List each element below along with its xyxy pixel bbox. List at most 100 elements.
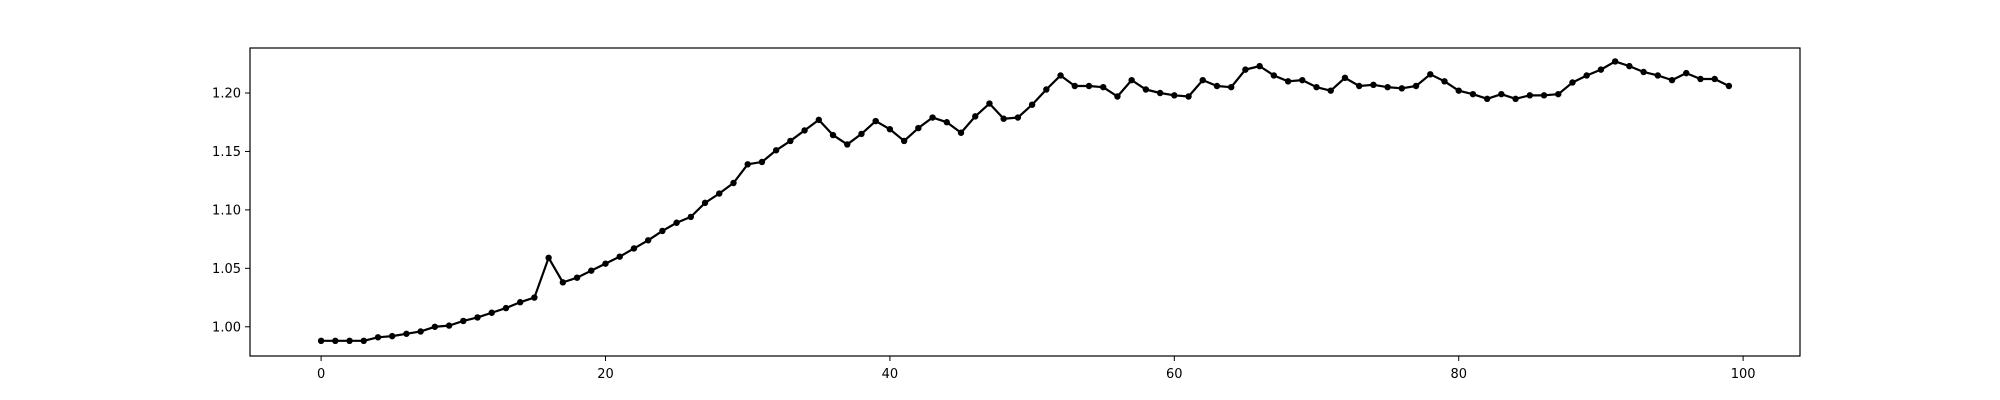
data-point (1640, 68, 1647, 76)
data-point (772, 147, 780, 154)
data-point (559, 279, 567, 286)
data-point (1114, 93, 1121, 100)
data-point (1384, 83, 1391, 91)
data-point (1227, 83, 1235, 91)
data-point (1270, 72, 1278, 79)
data-point (900, 137, 908, 145)
data-point (1427, 71, 1434, 78)
data-point (332, 337, 339, 345)
data-point (431, 323, 439, 330)
data-point (1611, 58, 1619, 65)
data-point (758, 158, 766, 166)
data-point (1725, 82, 1733, 90)
data-point (1697, 75, 1704, 83)
data-point (1057, 72, 1064, 79)
data-point (872, 117, 879, 125)
y-tick-label: 1.00 (212, 320, 241, 335)
data-point (1441, 78, 1448, 85)
data-point (545, 254, 552, 262)
data-point (616, 253, 623, 260)
data-point (1711, 75, 1718, 83)
data-point (687, 213, 695, 221)
data-point (986, 100, 993, 107)
data-point (1171, 92, 1178, 99)
data-point (1455, 87, 1462, 94)
data-point (445, 322, 453, 329)
data-point (1299, 76, 1306, 84)
data-point (1028, 101, 1036, 108)
data-point (531, 294, 538, 301)
data-point (346, 337, 353, 345)
x-tick-label: 20 (597, 367, 614, 382)
data-point (1284, 78, 1292, 85)
data-point (1483, 95, 1491, 103)
data-point (801, 127, 808, 134)
data-point (1213, 82, 1221, 90)
data-point (1142, 86, 1150, 93)
data-point (1014, 114, 1022, 121)
x-tick-label: 40 (882, 367, 899, 382)
data-point (1398, 85, 1406, 92)
y-tick-label: 1.20 (212, 87, 241, 102)
data-point (374, 334, 382, 341)
data-point (787, 137, 794, 145)
data-point (1668, 76, 1676, 84)
data-point (1569, 79, 1576, 86)
data-point (1085, 82, 1093, 90)
data-point (602, 260, 609, 267)
data-point (1156, 89, 1164, 97)
data-point (1626, 62, 1633, 70)
x-axis: 0 20 40 60 80 100 (317, 356, 1756, 382)
data-point (1498, 90, 1505, 98)
data-point (915, 124, 922, 132)
data-point (1071, 82, 1078, 90)
y-tick-label: 1.15 (212, 145, 241, 160)
data-point (1512, 95, 1519, 103)
data-point (1000, 115, 1007, 122)
data-point (744, 161, 751, 168)
data-point (1256, 62, 1263, 70)
data-point (858, 130, 865, 138)
series-line (321, 60, 1730, 342)
data-point (957, 129, 965, 136)
data-point (1185, 93, 1192, 100)
data-point (1526, 92, 1534, 99)
data-point (1327, 87, 1334, 94)
data-point (573, 274, 581, 281)
data-point (730, 179, 737, 187)
y-tick-label: 1.10 (212, 203, 241, 218)
data-point (516, 299, 524, 306)
data-point (1583, 72, 1590, 79)
data-point (1199, 76, 1206, 84)
data-point (701, 199, 709, 207)
data-point (1597, 66, 1605, 73)
x-tick-label: 60 (1166, 367, 1183, 382)
data-point (1469, 90, 1477, 98)
data-point (716, 190, 723, 197)
data-point (630, 245, 638, 252)
y-tick-label: 1.05 (212, 262, 241, 277)
chart-marks (317, 58, 1733, 345)
data-point (417, 328, 424, 335)
data-point (1341, 74, 1349, 82)
data-point (1128, 76, 1135, 84)
data-point (488, 309, 495, 316)
data-point (1355, 82, 1363, 90)
x-tick-label: 80 (1450, 367, 1467, 382)
data-point (588, 267, 595, 274)
data-point (1555, 90, 1562, 98)
data-point (1370, 81, 1377, 89)
data-point (644, 237, 652, 244)
data-point (474, 314, 481, 321)
data-point (1043, 86, 1050, 93)
data-point (1540, 92, 1548, 99)
data-point (502, 304, 510, 312)
data-point (1242, 66, 1249, 73)
data-point (1683, 69, 1690, 77)
data-point (1313, 83, 1320, 91)
data-point (1412, 82, 1420, 90)
data-point (659, 227, 666, 235)
data-point (943, 119, 950, 126)
data-point (929, 114, 936, 121)
data-point (1100, 83, 1107, 91)
